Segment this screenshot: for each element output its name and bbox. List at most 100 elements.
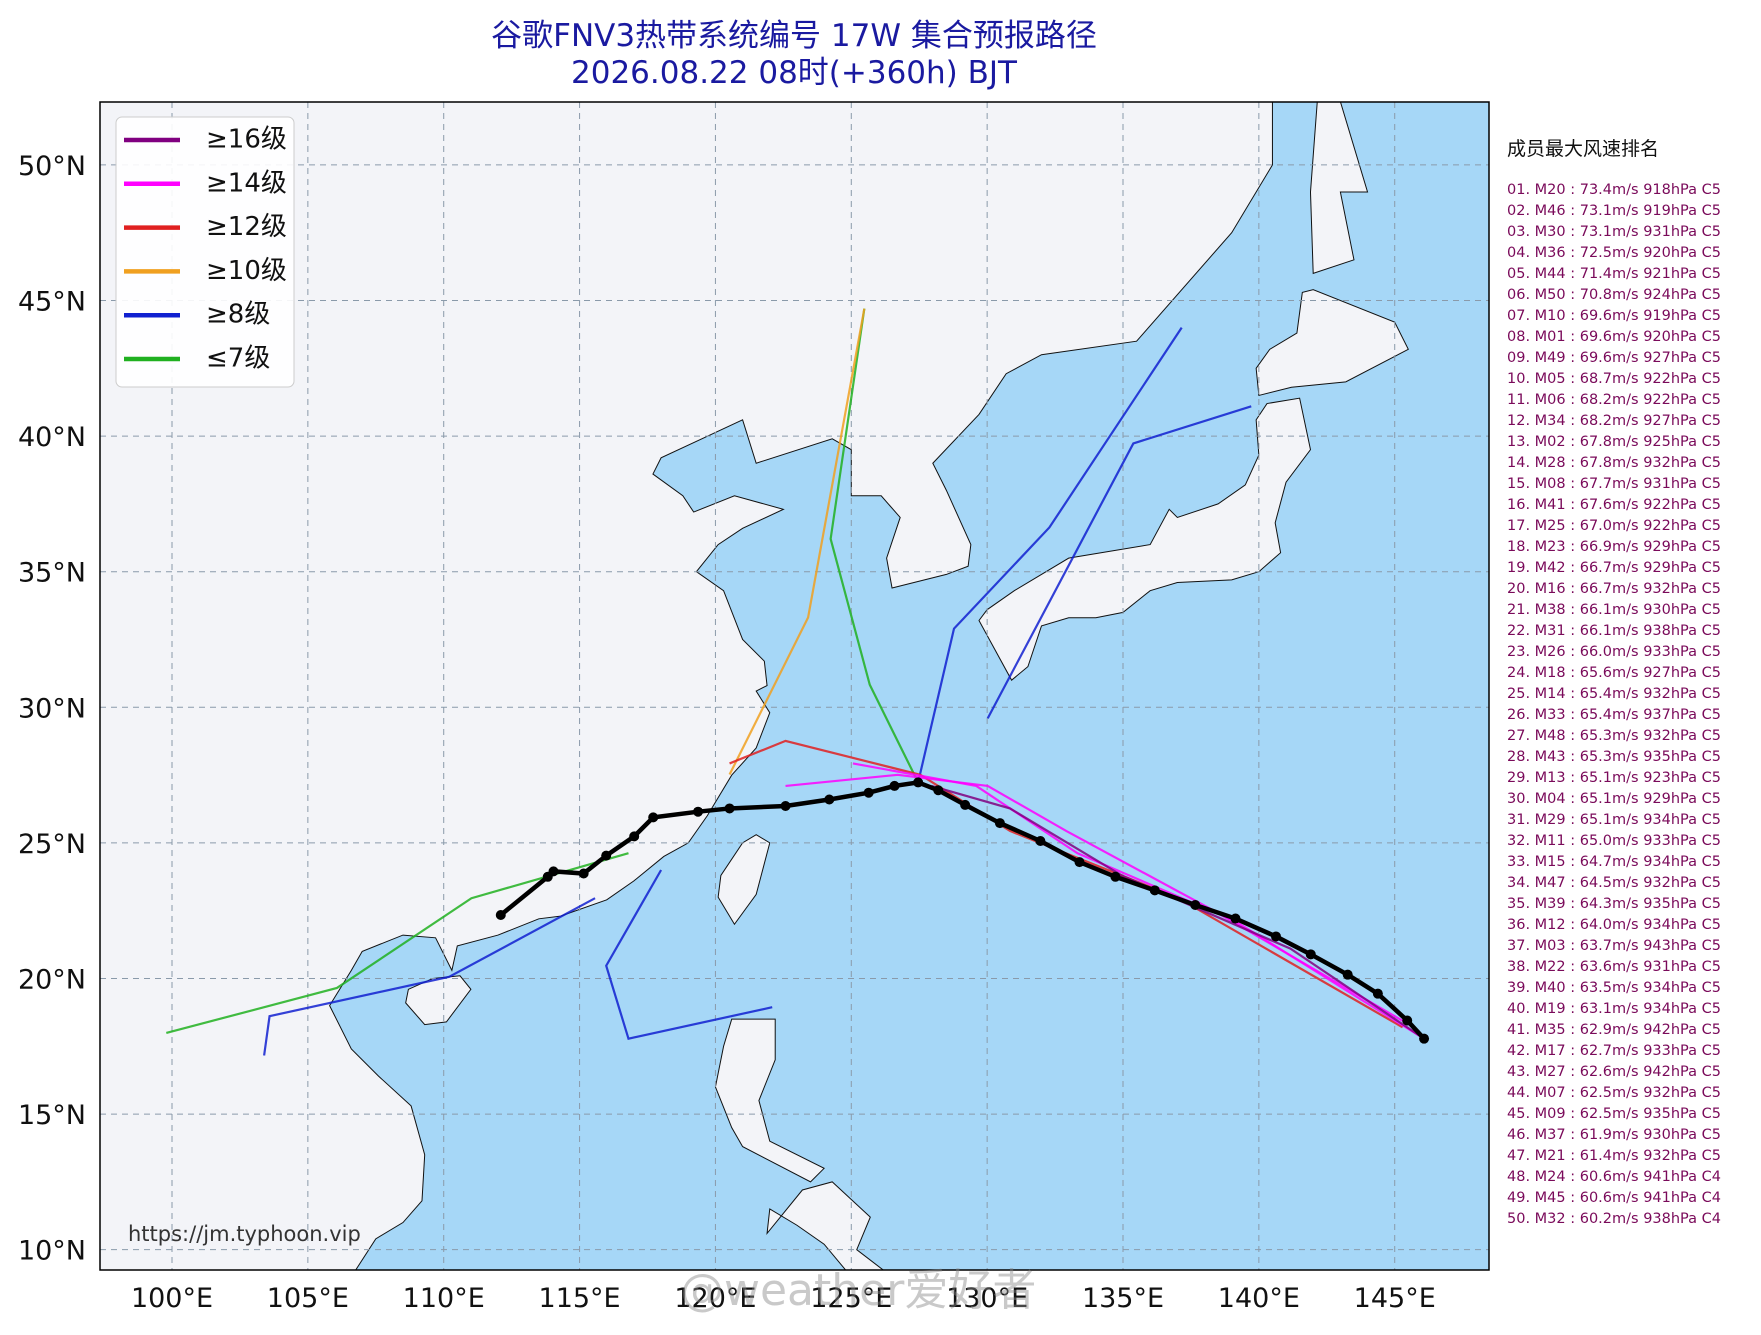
mean-track-point bbox=[1270, 931, 1281, 942]
land-shape bbox=[978, 397, 1312, 681]
ranking-item: 02. M46 : 73.1m/s 919hPa C5 bbox=[1507, 203, 1721, 219]
member-track bbox=[263, 897, 596, 1056]
map-frame bbox=[99, 101, 1490, 1271]
mean-track-point bbox=[1035, 835, 1046, 846]
mean-track-point bbox=[1402, 1015, 1413, 1026]
x-tick-label: 110°E bbox=[403, 1283, 485, 1314]
mean-track-point bbox=[1342, 969, 1353, 980]
ranking-item: 46. M37 : 61.9m/s 930hPa C5 bbox=[1507, 1127, 1721, 1143]
land-shape bbox=[1255, 289, 1409, 397]
ranking-item: 08. M01 : 69.6m/s 920hPa C5 bbox=[1507, 329, 1721, 345]
ranking-item: 07. M10 : 69.6m/s 919hPa C5 bbox=[1507, 308, 1721, 324]
ranking-item: 35. M39 : 64.3m/s 935hPa C5 bbox=[1507, 896, 1721, 912]
x-tick-label: 140°E bbox=[1218, 1283, 1300, 1314]
y-tick-label: 20°N bbox=[18, 964, 86, 995]
mean-track-point bbox=[495, 910, 506, 921]
mean-track-point bbox=[994, 818, 1005, 829]
land-shape bbox=[714, 1018, 825, 1183]
mean-track-point bbox=[601, 850, 612, 861]
ranking-item: 25. M14 : 65.4m/s 932hPa C5 bbox=[1507, 686, 1721, 702]
mean-track-point bbox=[1110, 871, 1121, 882]
mean-track-point bbox=[629, 831, 640, 842]
legend-label: ≤7级 bbox=[206, 344, 270, 374]
y-tick-label: 10°N bbox=[18, 1236, 86, 1267]
ranking-item: 09. M49 : 69.6m/s 927hPa C5 bbox=[1507, 350, 1721, 366]
ranking-item: 42. M17 : 62.7m/s 933hPa C5 bbox=[1507, 1043, 1721, 1059]
ranking-item: 29. M13 : 65.1m/s 923hPa C5 bbox=[1507, 770, 1721, 786]
x-tick-label: 145°E bbox=[1354, 1283, 1436, 1314]
member-track bbox=[917, 327, 1183, 783]
land-shape bbox=[405, 975, 472, 1026]
ranking-item: 14. M28 : 67.8m/s 932hPa C5 bbox=[1507, 455, 1721, 471]
ranking-item: 34. M47 : 64.5m/s 932hPa C5 bbox=[1507, 875, 1721, 891]
mean-track-point bbox=[1074, 857, 1085, 868]
legend-label: ≥12级 bbox=[206, 212, 287, 242]
land-shape bbox=[1309, 102, 1369, 275]
title: 谷歌FNV3热带系统编号 17W 集合预报路径 bbox=[491, 18, 1097, 54]
ranking-item: 16. M41 : 67.6m/s 922hPa C5 bbox=[1507, 497, 1721, 513]
ranking-item: 22. M31 : 66.1m/s 938hPa C5 bbox=[1507, 623, 1721, 639]
ranking-item: 45. M09 : 62.5m/s 935hPa C5 bbox=[1507, 1106, 1721, 1122]
ranking-item: 05. M44 : 71.4m/s 921hPa C5 bbox=[1507, 266, 1721, 282]
tracks bbox=[166, 308, 1430, 1056]
grid bbox=[100, 102, 1489, 1270]
x-tick-label: 135°E bbox=[1082, 1283, 1164, 1314]
member-track bbox=[931, 784, 1425, 1040]
y-tick-label: 25°N bbox=[18, 829, 86, 860]
mean-track-point bbox=[724, 803, 735, 814]
ranking: 成员最大风速排名 01. M20 : 73.4m/s 918hPa C5 02. … bbox=[1507, 138, 1721, 1227]
ranking-item: 27. M48 : 65.3m/s 932hPa C5 bbox=[1507, 728, 1721, 744]
member-track bbox=[728, 308, 866, 776]
y-tick-label: 30°N bbox=[18, 693, 86, 724]
legend-label: ≥14级 bbox=[206, 168, 287, 198]
y-tick-label: 35°N bbox=[18, 558, 86, 589]
mean-track-point bbox=[1149, 885, 1160, 896]
ranking-item: 41. M35 : 62.9m/s 942hPa C5 bbox=[1507, 1022, 1721, 1038]
mean-track-point bbox=[542, 871, 553, 882]
ranking-item: 33. M15 : 64.7m/s 934hPa C5 bbox=[1507, 854, 1721, 870]
ranking-item: 31. M29 : 65.1m/s 934hPa C5 bbox=[1507, 812, 1721, 828]
ranking-item: 21. M38 : 66.1m/s 930hPa C5 bbox=[1507, 602, 1721, 618]
mean-track-point bbox=[824, 794, 835, 805]
ranking-item: 39. M40 : 63.5m/s 934hPa C5 bbox=[1507, 980, 1721, 996]
legend-label: ≥16级 bbox=[206, 125, 287, 155]
ranking-item: 11. M06 : 68.2m/s 922hPa C5 bbox=[1507, 392, 1721, 408]
ranking-item: 12. M34 : 68.2m/s 927hPa C5 bbox=[1507, 413, 1721, 429]
legend-label: ≥8级 bbox=[206, 300, 270, 330]
mean-track-point bbox=[933, 785, 944, 796]
legend: ≥16级 ≥14级 ≥12级 ≥10级 ≥8级 ≤7级 bbox=[115, 116, 295, 388]
member-track bbox=[605, 869, 773, 1040]
ranking-item: 24. M18 : 65.6m/s 927hPa C5 bbox=[1507, 665, 1721, 681]
x-tick-label: 100°E bbox=[131, 1283, 213, 1314]
x-tick-label: 115°E bbox=[539, 1283, 621, 1314]
y-tick-label: 45°N bbox=[18, 287, 86, 318]
ranking-item: 50. M32 : 60.2m/s 938hPa C4 bbox=[1507, 1211, 1721, 1227]
ranking-item: 17. M25 : 67.0m/s 922hPa C5 bbox=[1507, 518, 1721, 534]
x-tick-label: 120°E bbox=[674, 1283, 756, 1314]
ranking-item: 01. M20 : 73.4m/s 918hPa C5 bbox=[1507, 182, 1721, 198]
ranking-item: 37. M03 : 63.7m/s 943hPa C5 bbox=[1507, 938, 1721, 954]
mean-track-point bbox=[648, 812, 659, 823]
x-tick-label: 105°E bbox=[267, 1283, 349, 1314]
mean-track-point bbox=[1372, 988, 1383, 999]
mean-track-point bbox=[889, 780, 900, 791]
member-track bbox=[829, 308, 920, 783]
ranking-item: 13. M02 : 67.8m/s 925hPa C5 bbox=[1507, 434, 1721, 450]
member-track bbox=[986, 405, 1252, 719]
axes: 100°E 105°E 110°E 115°E 120°E 125°E 130°E 135°E… bbox=[18, 151, 1436, 1314]
mean-track-point bbox=[1230, 913, 1241, 924]
y-tick-label: 50°N bbox=[18, 151, 86, 182]
land-shape bbox=[717, 834, 771, 926]
ranking-item: 32. M11 : 65.0m/s 933hPa C5 bbox=[1507, 833, 1721, 849]
ranking-item: 18. M23 : 66.9m/s 929hPa C5 bbox=[1507, 539, 1721, 555]
mean-track-point bbox=[913, 777, 924, 788]
mean-track-point bbox=[863, 787, 874, 798]
ranking-item: 49. M45 : 60.6m/s 941hPa C4 bbox=[1507, 1190, 1721, 1206]
ranking-item: 10. M05 : 68.7m/s 922hPa C5 bbox=[1507, 371, 1721, 387]
land bbox=[100, 102, 1409, 1270]
ranking-item: 26. M33 : 65.4m/s 937hPa C5 bbox=[1507, 707, 1721, 723]
ranking-item: 48. M24 : 60.6m/s 941hPa C4 bbox=[1507, 1169, 1721, 1185]
x-tick-label: 130°E bbox=[946, 1283, 1028, 1314]
mean-track-point bbox=[693, 806, 704, 817]
